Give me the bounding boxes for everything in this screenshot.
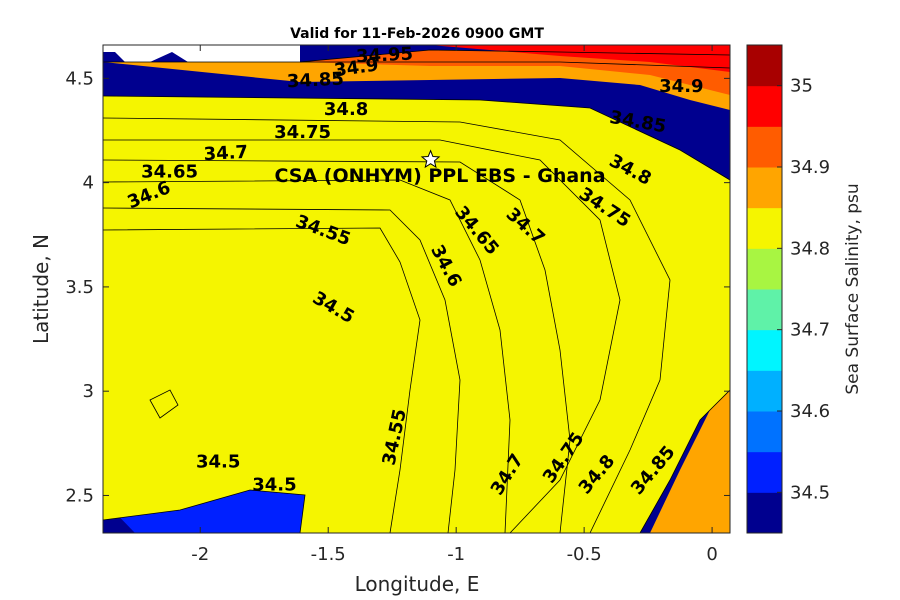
colorbar: 34.5 34.6 34.7 34.8 34.9 35 [746,44,830,534]
x-tick-label: -2 [191,544,209,565]
colorbar-tick-label: 34.8 [790,238,830,259]
colorbar-segment [747,329,782,371]
colorbar-tick-label: 34.6 [790,401,830,422]
colorbar-tick-label: 35 [790,76,813,97]
colorbar-segment [747,492,782,534]
colorbar-segment [747,45,782,87]
plot-area [103,45,730,533]
x-tick-label: 0 [706,544,717,565]
colorbar-frame [746,44,783,534]
contour-label: 34.5 [196,452,240,473]
contour-label: 34.85 [286,68,344,92]
contour-label: 34.9 [659,76,703,97]
colorbar-segment [747,411,782,453]
y-axis-label: Latitude, N [29,234,53,344]
contour-label: 34.5 [252,475,296,496]
colorbar-segment [747,167,782,209]
x-tick-label: -1 [447,544,465,565]
contour-label: 34.95 [356,43,414,67]
chart-title: Valid for 11-Feb-2026 0900 GMT [290,26,544,42]
band-34.85 [103,96,730,533]
contour-label: 34.75 [274,122,331,143]
x-axis-label: Longitude, E [355,572,480,596]
y-axis: 2.5 3 3.5 4 4.5 [65,68,730,506]
colorbar-segment [747,370,782,412]
colorbar-segment [747,451,782,493]
colorbar-segment [747,207,782,249]
y-tick-label: 4.5 [65,68,94,89]
colorbar-tick-label: 34.7 [790,320,830,341]
contour-lines [103,49,730,533]
nodata-region [103,45,300,62]
x-tick-label: -1.5 [311,544,346,565]
band-34.95 [300,50,730,95]
contour-label: 34.7 [203,142,248,165]
colorbar-segment [747,126,782,168]
y-tick-label: 2.5 [65,485,94,506]
colorbar-segment [747,289,782,331]
y-tick-label: 3 [83,381,94,402]
band-35 [430,45,730,72]
contour-label: 34.65 [141,162,198,183]
colorbar-tick-label: 34.5 [790,482,830,503]
x-axis: -2 -1.5 -1 -0.5 0 [191,45,718,565]
y-tick-label: 4 [83,173,94,194]
plot-frame [102,44,731,534]
colorbar-segment [747,85,782,127]
contour-label: 34.8 [324,99,368,120]
colorbar-segment [747,248,782,290]
site-label: CSA (ONHYM) PPL EBS - Ghana [274,165,605,187]
colorbar-label: Sea Surface Salinity, psu [843,183,863,394]
y-tick-label: 3.5 [65,277,94,298]
site-star-icon [420,149,441,169]
x-tick-label: -0.5 [567,544,602,565]
colorbar-tick-label: 34.9 [790,157,830,178]
